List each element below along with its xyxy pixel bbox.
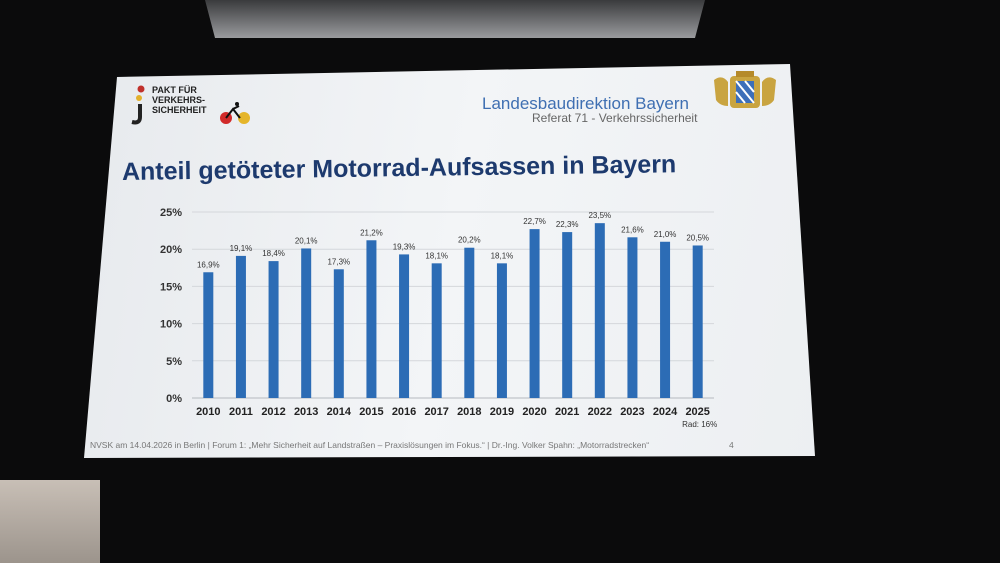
bar-2015 [366,240,377,398]
y-tick-label: 15% [160,281,182,293]
logo-text: PAKT FÜR VERKEHRS- SICHERHEIT [152,85,207,115]
data-label: 18,4% [262,249,285,258]
slide-footer: NVSK am 14.04.2026 in Berlin | Forum 1: … [90,440,650,450]
bar-2010 [203,272,214,398]
chart-annotation: Rad: 16% [682,420,717,429]
data-label: 18,1% [425,251,448,260]
x-tick-label: 2020 [522,406,546,418]
page-number: 4 [729,440,734,450]
bar-2025 [692,245,703,398]
room-lectern [0,480,100,563]
data-label: 22,3% [556,220,579,229]
data-label: 20,5% [686,233,709,242]
y-tick-label: 5% [166,356,182,368]
x-tick-label: 2024 [653,406,678,418]
data-label: 21,2% [360,228,383,237]
data-label: 22,7% [523,217,546,226]
data-label: 21,6% [621,225,644,234]
bar-2018 [464,247,475,398]
x-tick-label: 2011 [229,406,253,418]
x-tick-label: 2014 [327,406,352,418]
bar-2020 [529,229,540,398]
x-tick-label: 2013 [294,406,318,418]
x-tick-label: 2022 [588,406,612,418]
data-label: 21,0% [654,230,677,239]
bar-2022 [594,223,605,398]
x-tick-label: 2016 [392,406,416,418]
bar-2017 [431,263,442,398]
bar-2012 [268,261,279,398]
bar-2021 [562,232,573,398]
bar-2019 [496,263,507,398]
bar-2016 [399,254,410,398]
pakt-logo-icon [131,85,145,125]
y-tick-label: 10% [160,319,182,331]
data-label: 20,2% [458,236,481,245]
data-label: 17,3% [327,257,350,266]
x-tick-label: 2017 [424,406,448,418]
org-subtitle: Referat 71 - Verkehrssicherheit [532,111,698,125]
x-tick-label: 2012 [261,406,285,418]
bicycle-icon [220,102,250,124]
room-ceiling [205,0,705,38]
x-tick-label: 2021 [555,406,579,418]
data-label: 19,1% [230,244,253,253]
y-tick-label: 0% [166,393,182,405]
bar-2013 [301,248,312,398]
data-label: 23,5% [588,211,611,220]
bar-2011 [235,255,246,398]
x-tick-label: 2010 [196,406,220,418]
bar-2014 [333,269,344,398]
data-label: 16,9% [197,260,220,269]
x-tick-label: 2018 [457,406,481,418]
x-tick-label: 2019 [490,406,514,418]
org-name: Landesbaudirektion Bayern [482,94,689,113]
x-tick-label: 2023 [620,406,644,418]
x-tick-label: 2025 [685,406,709,418]
data-label: 19,3% [393,242,416,251]
y-tick-label: 25% [160,207,182,219]
data-label: 18,1% [491,251,514,260]
bar-2024 [660,241,671,398]
y-tick-label: 20% [160,244,182,256]
data-label: 20,1% [295,236,318,245]
bavarian-crest-icon [714,71,776,108]
bar-2023 [627,237,638,398]
x-tick-label: 2015 [359,406,383,418]
